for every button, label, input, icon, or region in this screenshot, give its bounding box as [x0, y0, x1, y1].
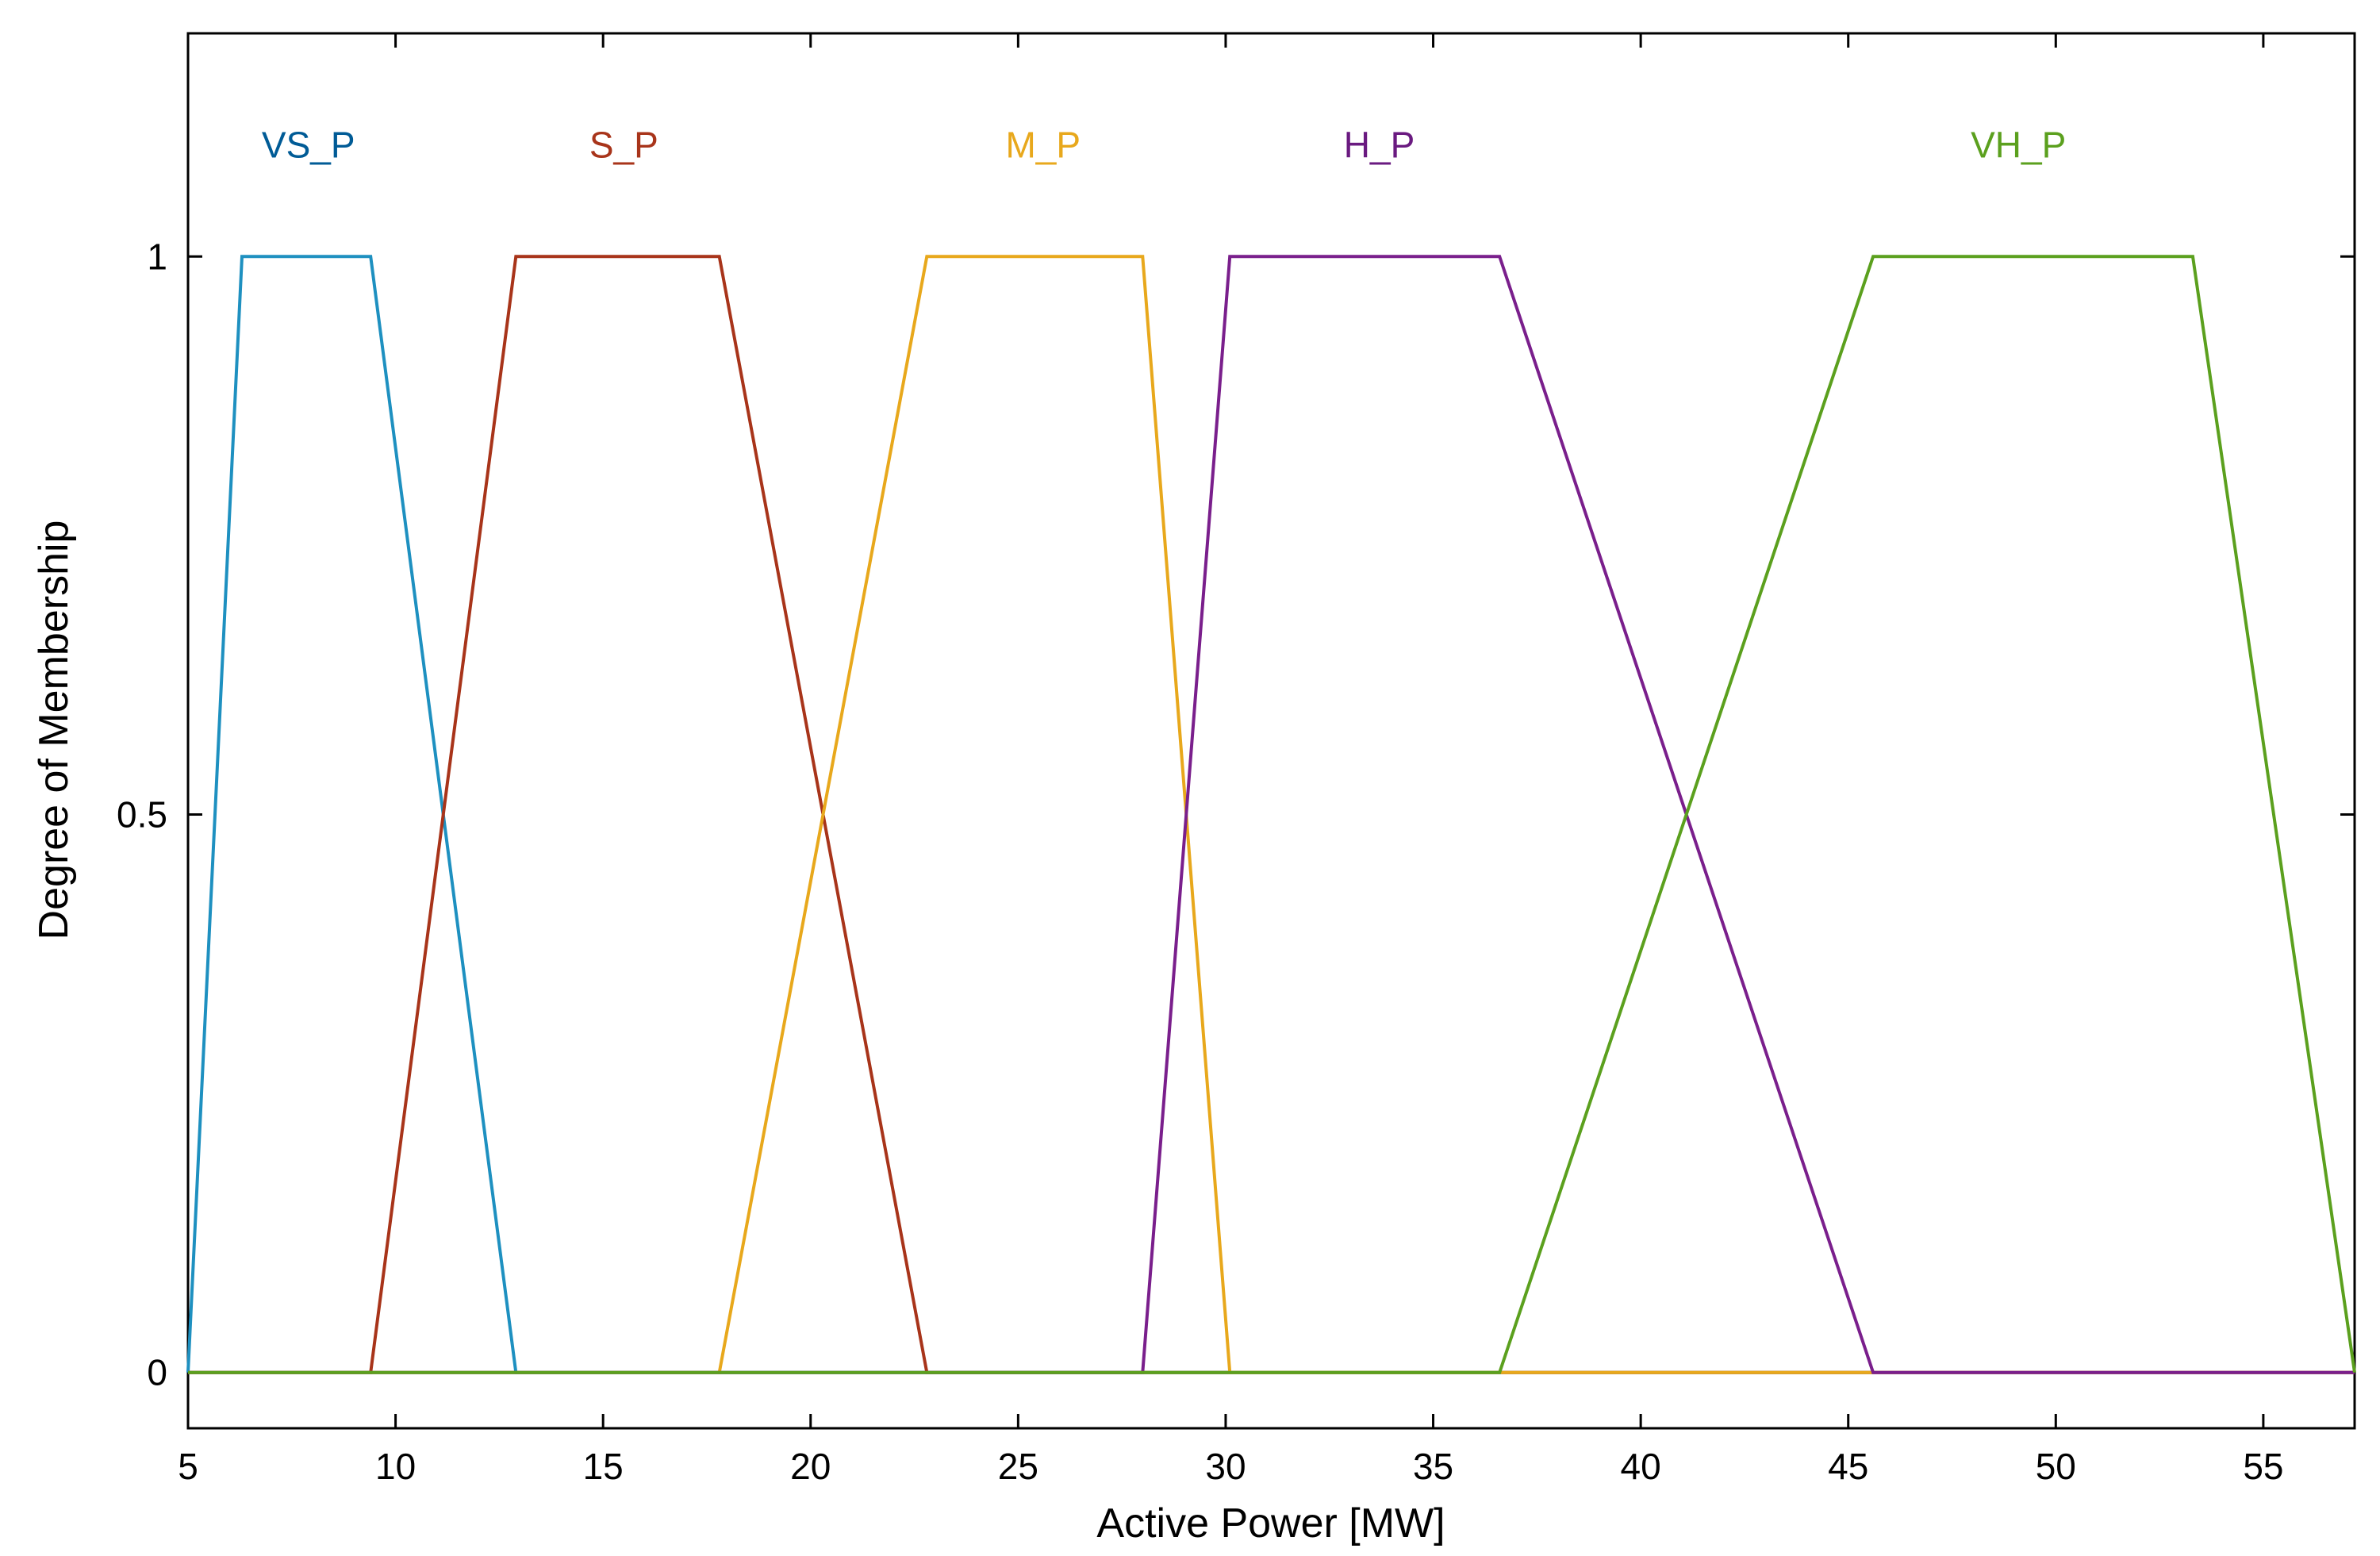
x-tick-label: 15: [583, 1446, 624, 1487]
series-line-vh-p: [188, 255, 2356, 1374]
x-tick-label: 40: [1621, 1446, 1661, 1487]
x-tick-label: 10: [375, 1446, 416, 1487]
x-tick-label: 5: [178, 1446, 198, 1487]
x-tick-label: 50: [2036, 1446, 2076, 1487]
series-label-vs-p: VS_P: [262, 125, 355, 166]
y-axis-title: Degree of Membership: [31, 521, 77, 940]
series-label-s-p: S_P: [589, 125, 658, 166]
y-tick-label: 0: [147, 1352, 167, 1393]
series-label-h-p: H_P: [1344, 125, 1415, 166]
y-tick-label: 0.5: [117, 793, 167, 835]
x-tick-label: 45: [1828, 1446, 1868, 1487]
axis-ticks: 5 10 15 20 25 30 35 40 45 50 55 0 0.5 1: [117, 33, 2355, 1487]
x-tick-label: 30: [1205, 1446, 1246, 1487]
plot-frame: [186, 32, 2356, 1430]
y-tick-label: 1: [147, 236, 167, 277]
x-tick-label: 35: [1413, 1446, 1453, 1487]
x-tick-label: 25: [998, 1446, 1038, 1487]
x-axis-title: Active Power [MW]: [1096, 1500, 1445, 1546]
series-layer: [186, 255, 2356, 1374]
series-label-m-p: M_P: [1005, 125, 1081, 166]
series-label-vh-p: VH_P: [1971, 125, 2066, 166]
series-labels: VS_P S_P M_P H_P VH_P: [262, 125, 2066, 166]
x-tick-label: 20: [790, 1446, 831, 1487]
x-tick-label: 55: [2243, 1446, 2283, 1487]
